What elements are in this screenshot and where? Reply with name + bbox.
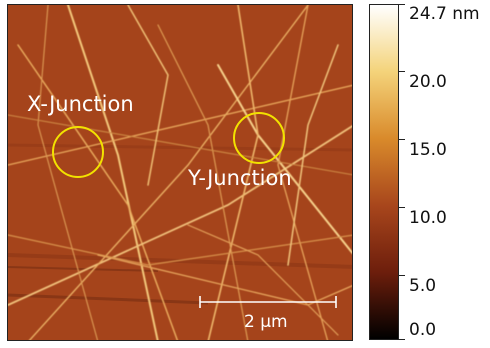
colorbar-tick-label: 0.0: [409, 320, 437, 340]
colorbar-tick-label: 10.0: [409, 208, 447, 228]
fiber: [187, 224, 339, 336]
height-colorbar: [369, 4, 399, 340]
fiber: [287, 44, 339, 266]
colorbar-tick: [399, 71, 405, 72]
fiber: [207, 5, 259, 340]
fiber: [127, 5, 169, 186]
colorbar-tick: [399, 339, 405, 340]
fiber: [277, 5, 329, 340]
afm-height-image: [7, 4, 353, 341]
y-junction-marker: [233, 112, 285, 164]
colorbar-tick: [399, 139, 405, 140]
x-junction-marker: [52, 126, 104, 178]
colorbar-tick-label: 15.0: [409, 140, 447, 160]
colorbar-tick-label: 5.0: [409, 276, 437, 296]
fiber: [8, 84, 352, 166]
fiber: [37, 5, 99, 340]
colorbar-tick: [399, 275, 405, 276]
background-texture: [8, 143, 352, 305]
colorbar-tick: [399, 207, 405, 208]
nanofibers: [8, 5, 352, 340]
x-junction-label: X-Junction: [27, 92, 134, 116]
fiber: [67, 5, 159, 340]
y-junction-label: Y-Junction: [188, 166, 292, 190]
colorbar-tick-label: 20.0: [409, 72, 447, 92]
scale-bar: [199, 296, 337, 308]
scale-bar-label: 2 µm: [244, 312, 288, 332]
fiber: [8, 114, 352, 176]
colorbar-tick: [399, 4, 405, 5]
fiber: [8, 125, 352, 306]
colorbar-max-label: 24.7 nm: [409, 4, 480, 24]
afm-image-canvas: [8, 5, 352, 340]
fiber: [8, 234, 352, 266]
fiber: [157, 24, 249, 340]
fiber: [17, 44, 179, 340]
